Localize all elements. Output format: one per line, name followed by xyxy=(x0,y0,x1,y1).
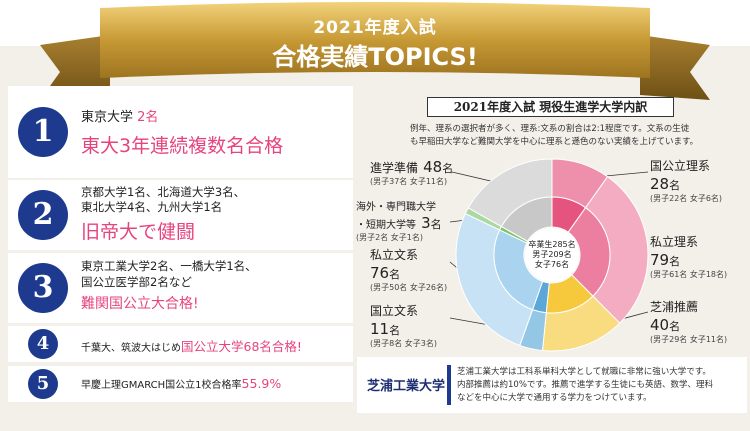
shibaura-desc-line1: 芝浦工業大学は工科系単科大学として就職に非常に強い大学です。 xyxy=(457,367,711,377)
label-kokuritsu-bunkei: 国立文系 11名 (男子8名 女子3名) xyxy=(370,304,437,348)
shibaura-desc-line3: などを中心に大学で通用する学力をつけています。 xyxy=(457,393,652,403)
center-total: 卒業生285名 xyxy=(528,239,575,249)
topic-1: 1 東京大学 2名 東大3年連続複数名合格 xyxy=(8,86,353,178)
topic-headline: 旧帝大で健闘 xyxy=(81,221,196,243)
topic-text: 千葉大、筑波大はじめ国公立大学68名合格! xyxy=(81,339,302,354)
chart-center-bg xyxy=(525,228,579,282)
topic-headline: 難関国公立大合格! xyxy=(81,296,199,312)
inner-ring xyxy=(493,196,611,314)
donut-slice-inner xyxy=(500,196,553,242)
label-junbi: 進学準備 48名 (男子37名 女子11名) xyxy=(370,158,454,186)
center-male: 男子209名 xyxy=(532,249,571,259)
topic-number: 3 xyxy=(18,263,68,313)
donut-slice-inner xyxy=(493,229,544,311)
topic-number: 1 xyxy=(18,107,68,157)
shibaura-desc-line2: 内部推薦は約10%です。推薦で進学する生徒にも英語、数学、理科 xyxy=(457,380,714,390)
topic-highlight: 国公立大学68名合格! xyxy=(181,339,302,354)
shibaura-name: 芝浦工業大学 xyxy=(367,379,446,394)
topic-number: 5 xyxy=(28,369,58,399)
topic-text: 早慶上理GMARCH国公立1校合格率55.9% xyxy=(81,376,282,391)
topic-line1: 京都大学1名、北海道大学3名、 xyxy=(81,185,246,199)
topic-highlight: 55.9% xyxy=(241,376,282,391)
banner-title: 合格実績TOPICS! xyxy=(272,43,478,71)
label-shiritsu-rikei: 私立理系 79名 (男子61名 女子18名) xyxy=(650,235,728,279)
topic-line1: 東京工業大学2名、一橋大学1名、 xyxy=(81,259,257,273)
topic-4: 4 千葉大、筑波大はじめ国公立大学68名合格! xyxy=(8,326,353,362)
topic-headline: 東大3年連続複数名合格 xyxy=(81,135,284,157)
topic-number: 4 xyxy=(28,329,58,359)
label-kokuritsu-rikei: 国公立理系 28名 (男子22名 女子6名) xyxy=(650,159,723,203)
topic-number: 2 xyxy=(18,190,68,240)
chart-title: 2021年度入試 現役生進学大学内訳 xyxy=(427,97,674,117)
topic-5: 5 早慶上理GMARCH国公立1校合格率55.9% xyxy=(8,366,353,402)
chart-note-line2: も早稲田大学など難関大学を中心に理系と遜色のない実績を上げています。 xyxy=(410,137,699,147)
topic-line2: 東北大学4名、九州大学1名 xyxy=(81,200,223,214)
label-shiritsu-bunkei: 私立文系 76名 (男子50名 女子26名) xyxy=(370,248,448,292)
label-shibaura: 芝浦推薦 40名 (男子29名 女子11名) xyxy=(650,300,728,344)
topic-line2: 国公立医学部2名など xyxy=(81,275,192,289)
topic-2: 2 京都大学1名、北海道大学3名、 東北大学4名、九州大学1名 旧帝大で健闘 xyxy=(8,180,353,250)
topic-3: 3 東京工業大学2名、一橋大学1名、 国公立医学部2名など 難関国公立大合格! xyxy=(8,253,353,323)
shibaura-divider xyxy=(447,365,451,405)
chart-note-line1: 例年、理系の選択者が多く、理系:文系の割合は2:1程度です。文系の生徒 xyxy=(410,124,690,134)
topic-text: 東京大学 2名 xyxy=(81,110,159,125)
title-ribbon xyxy=(40,2,710,100)
center-female: 女子76名 xyxy=(535,259,569,269)
shibaura-info-box: 芝浦工業大学 芝浦工業大学は工科系単科大学として就職に非常に強い大学です。 内部… xyxy=(357,357,747,413)
topic-count: 2名 xyxy=(137,110,159,125)
label-kaigai: 海外・専門職大学 ・短期大学等 3名 (男子2名 女子1名) xyxy=(356,202,442,242)
banner-year: 2021年度入試 xyxy=(313,18,437,38)
